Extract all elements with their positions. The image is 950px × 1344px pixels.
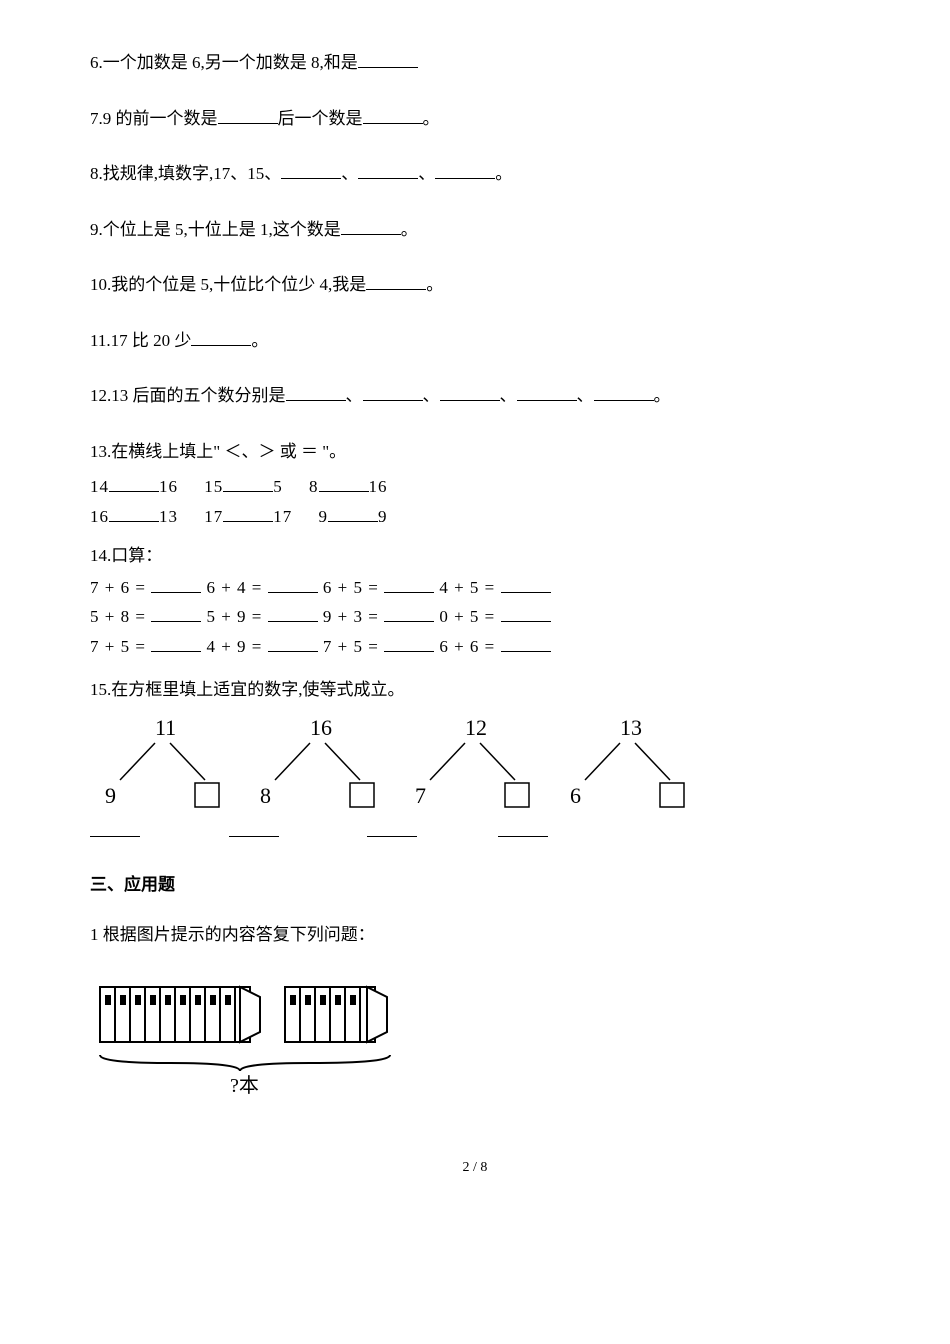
question-10: 10.我的个位是 5,十位比个位少 4,我是 。	[90, 272, 860, 298]
q14-expr: 6 + 4 =	[206, 578, 267, 597]
q14-expr: 4 + 9 =	[206, 637, 267, 656]
q12-blank-4[interactable]	[517, 384, 577, 401]
q11-end: 。	[251, 331, 268, 350]
q9-blank[interactable]	[341, 218, 401, 235]
q10-end: 。	[426, 275, 443, 294]
q14-blank[interactable]	[501, 576, 551, 593]
q12-text: 12.13 后面的五个数分别是	[90, 386, 286, 405]
question-15: 15.在方框里填上适宜的数字,使等式成立。	[90, 677, 860, 703]
q14-expr: 4 + 5 =	[439, 578, 500, 597]
q8-sep-2: 、	[418, 164, 435, 183]
q10-text: 10.我的个位是 5,十位比个位少 4,我是	[90, 275, 366, 294]
q14-row: 5 + 8 = 5 + 9 = 9 + 3 = 0 + 5 =	[90, 604, 860, 630]
q14-blank[interactable]	[268, 635, 318, 652]
app1-text: 1 根据图片提示的内容答复下列问题：	[90, 925, 375, 944]
number-bond-diagram: 11 9 16 8 12 7 13 6	[90, 715, 710, 825]
q14-blank[interactable]	[268, 605, 318, 622]
question-8: 8.找规律,填数字,17、15、 、 、 。	[90, 161, 860, 187]
q14-blank[interactable]	[151, 635, 201, 652]
q8-blank-1[interactable]	[281, 162, 341, 179]
q14-expr: 7 + 5 =	[323, 637, 384, 656]
q8-text: 8.找规律,填数字,17、15、	[90, 164, 281, 183]
q7-text-c: 。	[423, 109, 440, 128]
q15-blank[interactable]	[229, 820, 279, 837]
books-illustration: ?本	[90, 977, 410, 1097]
q15-answer-blanks	[90, 819, 860, 845]
q14-blank[interactable]	[384, 635, 434, 652]
q14-blank[interactable]	[501, 635, 551, 652]
svg-text:9: 9	[105, 783, 116, 808]
q14-blank[interactable]	[151, 605, 201, 622]
q12-blank-2[interactable]	[363, 384, 423, 401]
q13-blank[interactable]	[109, 475, 159, 492]
q12-blank-5[interactable]	[594, 384, 654, 401]
question-12: 12.13 后面的五个数分别是、、、、。	[90, 383, 860, 409]
q7-text-b: 后一个数是	[278, 109, 363, 128]
q13-title: 13.在横线上填上" ＜、＞ 或 ＝ "。	[90, 442, 346, 461]
svg-text:16: 16	[310, 715, 332, 740]
app-question-1: 1 根据图片提示的内容答复下列问题：	[90, 922, 860, 948]
q6-text: 6.一个加数是 6,另一个加数是 8,和是	[90, 53, 358, 72]
q13-blank[interactable]	[328, 505, 378, 522]
q9-text: 9.个位上是 5,十位上是 1,这个数是	[90, 220, 341, 239]
q13-blank[interactable]	[223, 505, 273, 522]
question-7: 7.9 的前一个数是 后一个数是 。	[90, 106, 860, 132]
q14-expr: 5 + 9 =	[206, 607, 267, 626]
q13-row-2: 1613 1717 99	[90, 504, 860, 530]
q15-blank[interactable]	[90, 820, 140, 837]
q8-blank-2[interactable]	[358, 162, 418, 179]
q14-expr: 6 + 6 =	[439, 637, 500, 656]
q8-sep-1: 、	[341, 164, 358, 183]
q13-blank[interactable]	[109, 505, 159, 522]
q13-row-1: 1416 155 816	[90, 474, 860, 500]
q14-expr: 5 + 8 =	[90, 607, 151, 626]
q9-end: 。	[401, 220, 418, 239]
svg-text:12: 12	[465, 715, 487, 740]
question-9: 9.个位上是 5,十位上是 1,这个数是 。	[90, 217, 860, 243]
svg-text:13: 13	[620, 715, 642, 740]
q8-blank-3[interactable]	[435, 162, 495, 179]
q15-blank[interactable]	[367, 820, 417, 837]
q14-blank[interactable]	[384, 576, 434, 593]
q11-blank[interactable]	[191, 329, 251, 346]
q14-blank[interactable]	[384, 605, 434, 622]
q6-blank[interactable]	[358, 51, 418, 68]
question-14-rows: 7 + 6 = 6 + 4 = 6 + 5 = 4 + 5 = 5 + 8 = …	[90, 575, 860, 660]
q12-blank-3[interactable]	[440, 384, 500, 401]
svg-text:7: 7	[415, 783, 426, 808]
q14-expr: 9 + 3 =	[323, 607, 384, 626]
q14-blank[interactable]	[151, 576, 201, 593]
section-3-title: 三、应用题	[90, 872, 860, 898]
svg-text:11: 11	[155, 715, 176, 740]
q7-blank-1[interactable]	[218, 107, 278, 124]
svg-text:8: 8	[260, 783, 271, 808]
q14-row: 7 + 5 = 4 + 9 = 7 + 5 = 6 + 6 =	[90, 634, 860, 660]
q14-expr: 6 + 5 =	[323, 578, 384, 597]
q15-title: 15.在方框里填上适宜的数字,使等式成立。	[90, 680, 405, 699]
question-6: 6.一个加数是 6,另一个加数是 8,和是	[90, 50, 860, 76]
q14-blank[interactable]	[501, 605, 551, 622]
question-11: 11.17 比 20 少 。	[90, 328, 860, 354]
q12-blank-1[interactable]	[286, 384, 346, 401]
q14-expr: 7 + 5 =	[90, 637, 151, 656]
q7-blank-2[interactable]	[363, 107, 423, 124]
q14-expr: 0 + 5 =	[439, 607, 500, 626]
q15-blank[interactable]	[498, 820, 548, 837]
q14-row: 7 + 6 = 6 + 4 = 6 + 5 = 4 + 5 =	[90, 575, 860, 601]
q8-end: 。	[495, 164, 512, 183]
q11-text: 11.17 比 20 少	[90, 331, 191, 350]
q13-blank[interactable]	[319, 475, 369, 492]
question-14-title: 14.口算：	[90, 543, 860, 569]
question-13: 13.在横线上填上" ＜、＞ 或 ＝ "。	[90, 439, 860, 465]
q7-text-a: 7.9 的前一个数是	[90, 109, 218, 128]
q13-blank[interactable]	[223, 475, 273, 492]
page-number: 2 / 8	[90, 1157, 860, 1178]
svg-text:6: 6	[570, 783, 581, 808]
q14-expr: 7 + 6 =	[90, 578, 151, 597]
q14-blank[interactable]	[268, 576, 318, 593]
q10-blank[interactable]	[366, 273, 426, 290]
books-label: ?本	[230, 1074, 259, 1097]
